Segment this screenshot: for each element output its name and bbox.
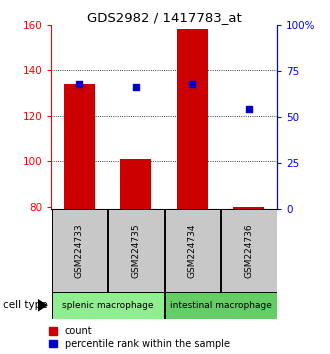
Bar [52,292,164,319]
Bar [64,84,95,209]
Text: GSM224736: GSM224736 [245,223,253,278]
Text: cell type: cell type [3,300,48,310]
Legend: count, percentile rank within the sample: count, percentile rank within the sample [50,326,230,349]
Text: GSM224734: GSM224734 [188,223,197,278]
Bar [165,292,277,319]
Text: splenic macrophage: splenic macrophage [62,301,153,310]
Text: GSM224735: GSM224735 [131,223,141,278]
Title: GDS2982 / 1417783_at: GDS2982 / 1417783_at [87,11,242,24]
Polygon shape [38,299,48,312]
Bar [221,209,277,292]
Point [246,107,251,112]
Bar [233,207,264,209]
Bar [120,159,151,209]
Point [77,81,82,86]
Bar [52,209,107,292]
Point [190,81,195,86]
Bar [165,209,220,292]
Bar [177,29,208,209]
Text: GSM224733: GSM224733 [75,223,84,278]
Point [133,85,139,90]
Bar [108,209,164,292]
Text: intestinal macrophage: intestinal macrophage [170,301,272,310]
